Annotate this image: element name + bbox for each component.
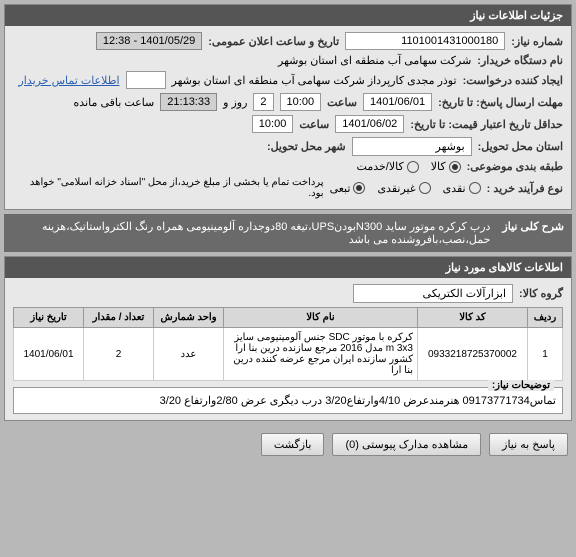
time-label-1: ساعت bbox=[327, 96, 357, 109]
cat-goods-label: کالا bbox=[431, 160, 446, 173]
radio-p3[interactable]: تبعی bbox=[330, 182, 366, 195]
panel-title: جزئیات اطلاعات نیاز bbox=[5, 5, 571, 26]
radio-service[interactable]: کالا/خدمت bbox=[357, 160, 419, 173]
group-label: گروه کالا: bbox=[519, 287, 563, 300]
button-row: پاسخ به نیاز مشاهده مدارک پیوستی (0) باز… bbox=[0, 425, 576, 464]
contact-link[interactable]: اطلاعات تماس خریدار bbox=[18, 74, 119, 87]
cell-date: 1401/06/01 bbox=[14, 328, 84, 381]
announce-value: 1401/05/29 - 12:38 bbox=[96, 32, 202, 50]
remain-time: 21:13:33 bbox=[160, 93, 217, 111]
announce-label: تاریخ و ساعت اعلان عمومی: bbox=[208, 35, 339, 48]
p3-label: تبعی bbox=[330, 182, 351, 195]
col-code: کد کالا bbox=[418, 308, 528, 328]
notes-box: توضیحات نیاز: تماس09173771734 هنرمندعرض … bbox=[13, 387, 563, 414]
description-bar: شرح کلی نیاز درب کرکره موتور ساید N300بو… bbox=[4, 214, 572, 252]
days-value: 2 bbox=[253, 93, 273, 111]
category-label: طبقه بندی موضوعی: bbox=[467, 160, 563, 173]
desc-text: درب کرکره موتور ساید N300بودنUPS،تیغه 80… bbox=[12, 220, 490, 246]
delivery-place-label: استان محل تحویل: bbox=[478, 140, 563, 153]
group-value: ابزارآلات الکتریکی bbox=[353, 284, 513, 303]
goods-table: ردیف کد کالا نام کالا واحد شمارش تعداد /… bbox=[13, 307, 563, 381]
p1-label: نقدی bbox=[443, 182, 466, 195]
buyer-label: نام دستگاه خریدار: bbox=[477, 54, 563, 67]
radio-goods[interactable]: کالا bbox=[431, 160, 461, 173]
attach-button[interactable]: مشاهده مدارک پیوستی (0) bbox=[332, 433, 481, 456]
col-name: نام کالا bbox=[224, 308, 418, 328]
radio-dot-icon bbox=[469, 182, 481, 194]
radio-p2[interactable]: غیرنقدی bbox=[377, 182, 430, 195]
need-number-value: 1101001431000180 bbox=[345, 32, 505, 50]
purchase-note: پرداخت تمام یا بخشی از مبلغ خرید،از محل … bbox=[13, 177, 324, 199]
delivery-city-label: شهر محل تحویل: bbox=[267, 140, 346, 153]
details-body: شماره نیاز: 1101001431000180 تاریخ و ساع… bbox=[5, 26, 571, 209]
purchase-type-label: نوع فرآیند خرید : bbox=[487, 182, 563, 195]
desc-label: شرح کلی نیاز bbox=[502, 220, 564, 233]
radio-dot-icon bbox=[419, 182, 431, 194]
cell-unit: عدد bbox=[154, 328, 224, 381]
delivery-place: بوشهر bbox=[352, 137, 472, 156]
radio-dot-icon bbox=[353, 182, 365, 194]
validity-time: 10:00 bbox=[252, 115, 294, 133]
col-unit: واحد شمارش bbox=[154, 308, 224, 328]
notes-label: توضیحات نیاز: bbox=[488, 380, 554, 391]
validity-label: حداقل تاریخ اعتبار قیمت: تا تاریخ: bbox=[410, 118, 563, 131]
cell-qty: 2 bbox=[84, 328, 154, 381]
requester-label: ایجاد کننده درخواست: bbox=[463, 74, 563, 87]
cell-code: 0933218725370002 bbox=[418, 328, 528, 381]
purchase-group: نقدی غیرنقدی تبعی bbox=[330, 182, 481, 195]
table-header-row: ردیف کد کالا نام کالا واحد شمارش تعداد /… bbox=[14, 308, 563, 328]
cell-row: 1 bbox=[528, 328, 563, 381]
col-row: ردیف bbox=[528, 308, 563, 328]
contact-box bbox=[126, 71, 166, 89]
need-number-label: شماره نیاز: bbox=[511, 35, 563, 48]
time-label-2: ساعت bbox=[299, 118, 329, 131]
radio-dot-icon bbox=[449, 161, 461, 173]
requester-value: توذر مجدی کارپرداز شرکت سهامی آب منطقه ا… bbox=[172, 74, 457, 87]
main-panel: جزئیات اطلاعات نیاز شماره نیاز: 11010014… bbox=[4, 4, 572, 210]
goods-panel: اطلاعات کالاهای مورد نیاز گروه کالا: ابز… bbox=[4, 256, 572, 421]
category-group: کالا کالا/خدمت bbox=[357, 160, 461, 173]
radio-dot-icon bbox=[407, 161, 419, 173]
col-date: تاریخ نیاز bbox=[14, 308, 84, 328]
deadline-label: مهلت ارسال پاسخ: تا تاریخ: bbox=[438, 96, 563, 109]
cat-service-label: کالا/خدمت bbox=[357, 160, 404, 173]
col-qty: تعداد / مقدار bbox=[84, 308, 154, 328]
goods-header: اطلاعات کالاهای مورد نیاز bbox=[5, 257, 571, 278]
table-row[interactable]: 1 0933218725370002 کرکره با موتور SDC جن… bbox=[14, 328, 563, 381]
radio-p1[interactable]: نقدی bbox=[443, 182, 481, 195]
deadline-time: 10:00 bbox=[280, 93, 322, 111]
deadline-date: 1401/06/01 bbox=[363, 93, 432, 111]
buyer-value: شرکت سهامی آب منطقه ای استان بوشهر bbox=[278, 54, 471, 67]
cell-name: کرکره با موتور SDC جنس آلومینیومی سایز m… bbox=[224, 328, 418, 381]
notes-text: تماس09173771734 هنرمندعرض 4/10وارتفاع3/2… bbox=[160, 395, 556, 407]
reply-button[interactable]: پاسخ به نیاز bbox=[489, 433, 568, 456]
p2-label: غیرنقدی bbox=[377, 182, 415, 195]
days-label: روز و bbox=[223, 96, 247, 109]
back-button[interactable]: بازگشت bbox=[261, 433, 325, 456]
remain-label: ساعت باقی مانده bbox=[74, 96, 155, 109]
validity-date: 1401/06/02 bbox=[335, 115, 404, 133]
